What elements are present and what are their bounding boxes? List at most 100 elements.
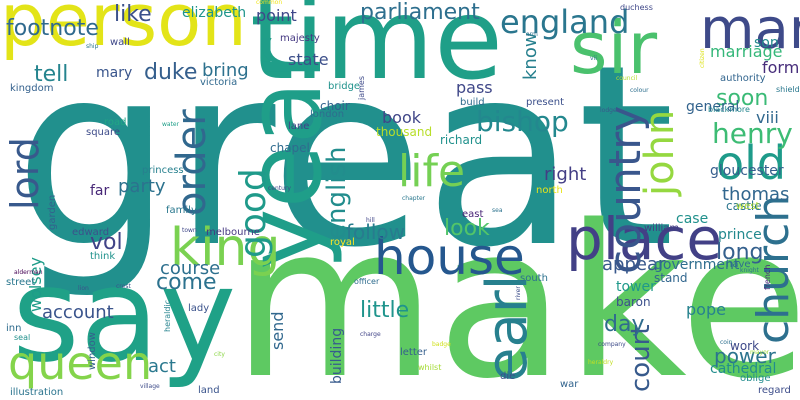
word: lady bbox=[188, 303, 210, 314]
word: long bbox=[716, 240, 764, 265]
word: choir bbox=[320, 99, 350, 113]
word: power bbox=[714, 344, 776, 368]
word: authority bbox=[720, 73, 766, 84]
word: make bbox=[232, 180, 800, 400]
word: french bbox=[763, 264, 772, 290]
word: general bbox=[686, 99, 740, 115]
word: gloucester bbox=[710, 163, 784, 179]
word: like bbox=[114, 2, 152, 27]
word: house bbox=[374, 228, 525, 286]
word: viii bbox=[756, 108, 779, 127]
word: badge bbox=[432, 341, 451, 348]
word: chapter bbox=[402, 195, 426, 202]
word: appear bbox=[602, 254, 666, 275]
word: lion bbox=[78, 285, 89, 292]
word: century bbox=[268, 185, 291, 192]
word: right bbox=[544, 164, 587, 185]
word: kingdom bbox=[10, 83, 54, 94]
word: john bbox=[637, 109, 683, 196]
word: bridge bbox=[328, 81, 361, 92]
word: follow bbox=[346, 220, 405, 244]
word: duke bbox=[144, 60, 198, 85]
word: south bbox=[520, 273, 548, 284]
word: north bbox=[536, 185, 563, 196]
word: say bbox=[12, 239, 237, 391]
word: hill bbox=[366, 217, 375, 224]
word: prince bbox=[718, 227, 762, 243]
word: point bbox=[256, 6, 297, 25]
word: party bbox=[118, 176, 166, 197]
word: village bbox=[140, 383, 160, 390]
word: know bbox=[520, 32, 541, 80]
word: account bbox=[42, 302, 114, 323]
word: william bbox=[644, 223, 680, 234]
word: queen bbox=[8, 336, 153, 390]
word: book bbox=[382, 108, 421, 127]
word: majesty bbox=[280, 33, 320, 44]
word: lord bbox=[3, 137, 47, 210]
word: place bbox=[566, 205, 723, 273]
word: cathedral bbox=[710, 361, 777, 377]
word: victoria bbox=[200, 77, 238, 88]
word: vii bbox=[590, 55, 597, 62]
word: family bbox=[166, 205, 197, 216]
word: henry bbox=[712, 117, 793, 150]
word: shield bbox=[776, 85, 800, 94]
word: earl bbox=[475, 274, 540, 382]
word: lodge bbox=[600, 107, 617, 114]
word: charge bbox=[360, 331, 381, 338]
word: river bbox=[515, 286, 522, 300]
word: heraldry bbox=[588, 359, 614, 366]
word: chapel bbox=[270, 141, 310, 155]
word: footnote bbox=[6, 16, 99, 41]
word: council bbox=[616, 75, 638, 82]
word: common bbox=[256, 0, 283, 6]
word: parliament bbox=[360, 0, 480, 25]
word: east bbox=[462, 209, 484, 220]
word: government bbox=[654, 257, 740, 273]
word: building bbox=[329, 327, 345, 384]
word: officer bbox=[354, 277, 380, 286]
word: street bbox=[6, 277, 36, 288]
word: die bbox=[500, 371, 516, 382]
word: build bbox=[460, 97, 485, 108]
word: wall bbox=[110, 37, 130, 48]
word: richard bbox=[440, 133, 483, 147]
word: marriage bbox=[710, 42, 783, 61]
word: road bbox=[104, 117, 127, 128]
word: person bbox=[0, 0, 247, 62]
word: war bbox=[560, 379, 579, 390]
word: england bbox=[500, 3, 630, 41]
word: elizabeth bbox=[182, 5, 247, 21]
word: case bbox=[676, 211, 709, 227]
word: pass bbox=[456, 78, 493, 97]
word: old bbox=[716, 136, 787, 190]
word: duchess bbox=[620, 3, 653, 12]
word: garden bbox=[47, 194, 58, 230]
word: time bbox=[250, 0, 504, 105]
word: bishop bbox=[476, 105, 569, 138]
word: blackmore bbox=[708, 105, 750, 114]
word: princess bbox=[142, 165, 184, 176]
word: thomas bbox=[722, 184, 790, 205]
word: day bbox=[604, 312, 645, 337]
word: alderman bbox=[14, 269, 43, 276]
word: tower bbox=[616, 279, 656, 295]
word: man bbox=[700, 0, 800, 62]
word: castle bbox=[726, 199, 762, 213]
word: company bbox=[598, 341, 626, 348]
word: melbourne bbox=[206, 227, 260, 238]
word: mary bbox=[96, 65, 133, 81]
word: look bbox=[444, 216, 490, 241]
word: mayor bbox=[750, 349, 770, 356]
word: state bbox=[288, 50, 329, 69]
word: whilst bbox=[418, 363, 442, 372]
word: little bbox=[360, 298, 410, 323]
word: think bbox=[90, 251, 116, 262]
word: great bbox=[14, 11, 676, 302]
word: town bbox=[182, 227, 197, 234]
word: square bbox=[86, 127, 121, 138]
word: baron bbox=[616, 295, 651, 309]
word: london bbox=[310, 109, 345, 120]
